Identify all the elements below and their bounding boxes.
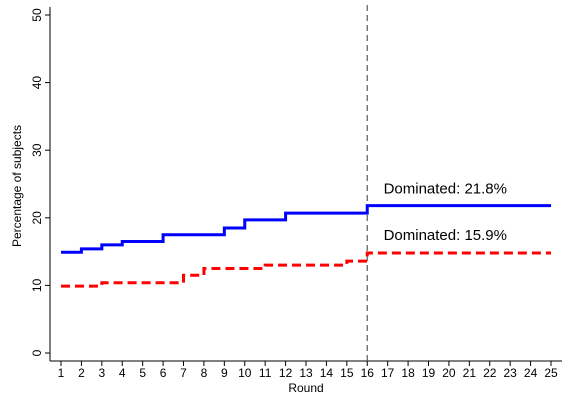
x-tick-label: 8 [201,366,208,380]
x-tick-label: 17 [381,366,395,380]
x-tick-label: 12 [279,366,293,380]
x-tick-label: 24 [524,366,538,380]
x-tick-label: 7 [180,366,187,380]
labels: Round Percentage of subjects [10,125,324,395]
y-tick-label: 30 [30,143,44,157]
y-tick-label: 0 [30,349,44,356]
plot-marks: Dominated: 21.8% Dominated: 15.9% [61,5,551,361]
x-tick-label: 1 [58,366,65,380]
axes: 1 2 3 4 5 6 7 8 9 10 11 12 13 14 15 16 17 18 19 20 21 22 23 24 2… [30,7,562,380]
y-tick-label: 50 [30,8,44,22]
x-tick-label: 9 [221,366,228,380]
x-tick-label: 16 [361,366,375,380]
y-tick-label: 10 [30,278,44,292]
x-tick-label: 18 [401,366,415,380]
x-tick-label: 10 [238,366,252,380]
x-tick-label: 3 [98,366,105,380]
series-line-2 [61,251,551,288]
x-tick-label: 21 [463,366,477,380]
x-tick-label: 15 [340,366,354,380]
x-tick-label: 22 [483,366,497,380]
y-axis-label: Percentage of subjects [10,125,24,247]
x-tick-label: 13 [299,366,313,380]
x-axis-label: Round [288,381,323,395]
x-tick-label: 14 [320,366,334,380]
x-tick-label: 19 [422,366,436,380]
x-tick-label: 5 [139,366,146,380]
x-tick-label: 2 [78,366,85,380]
series-line-1 [61,204,551,254]
y-tick-label: 40 [30,76,44,90]
y-tick-label: 20 [30,211,44,225]
x-tick-label: 20 [442,366,456,380]
x-tick-label: 25 [544,366,558,380]
annotation-1: Dominated: 21.8% [384,180,507,197]
x-tick-label: 11 [259,366,272,380]
annotation-2: Dominated: 15.9% [384,227,507,244]
x-tick-label: 23 [503,366,517,380]
x-tick-label: 6 [160,366,167,380]
x-tick-label: 4 [119,366,126,380]
